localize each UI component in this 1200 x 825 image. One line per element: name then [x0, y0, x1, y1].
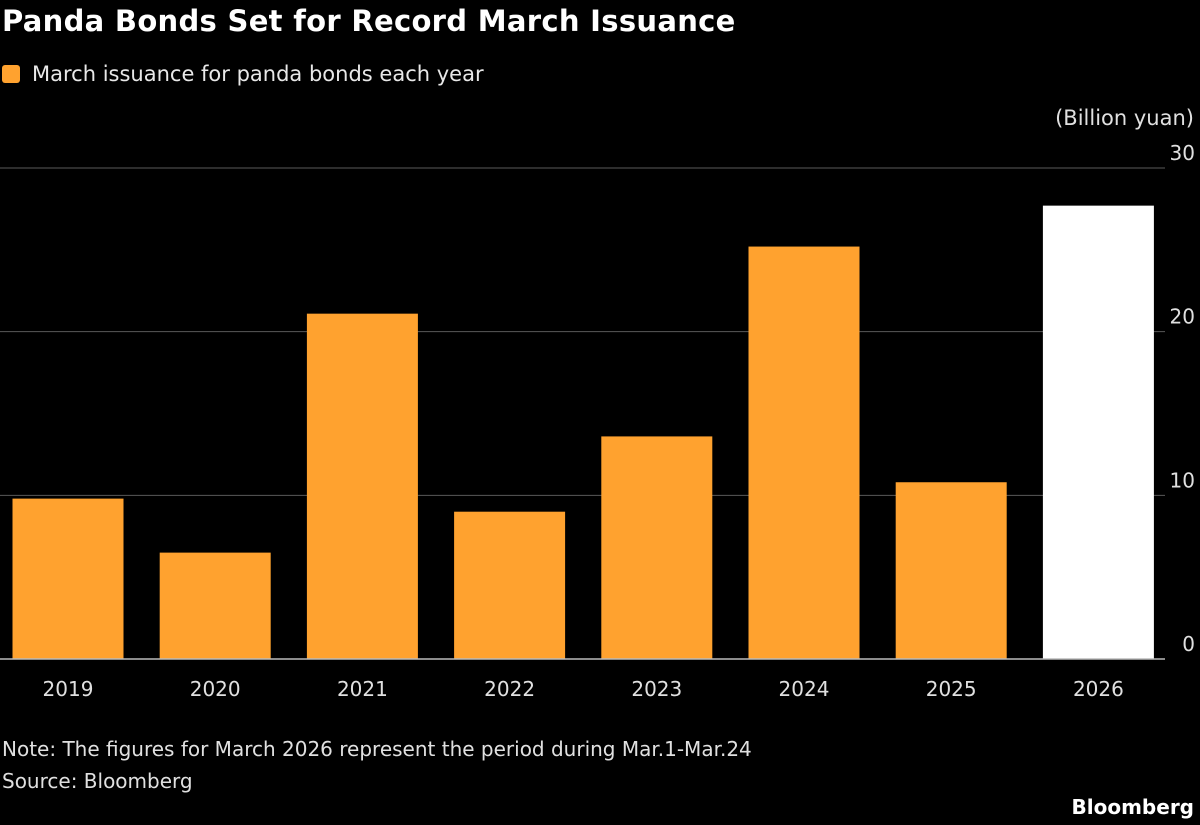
bar-2020 — [159, 552, 271, 659]
x-tick-label: 2021 — [337, 677, 388, 701]
x-tick-label: 2025 — [926, 677, 977, 701]
y-tick-label: 10 — [1170, 468, 1195, 492]
bar-2024 — [748, 246, 860, 659]
x-tick-label: 2026 — [1073, 677, 1124, 701]
bar-2019 — [12, 498, 124, 659]
note-text: Note: The figures for March 2026 represe… — [2, 737, 752, 761]
x-tick-label: 2022 — [484, 677, 535, 701]
y-tick-label: 0 — [1182, 632, 1195, 656]
x-tick-label: 2020 — [190, 677, 241, 701]
bar-2022 — [454, 511, 566, 659]
x-tick-label: 2019 — [43, 677, 94, 701]
y-tick-label: 30 — [1170, 141, 1195, 165]
bar-2023 — [601, 436, 713, 659]
y-tick-label: 20 — [1170, 305, 1195, 329]
legend: March issuance for panda bonds each year — [2, 62, 484, 86]
bar-2026 — [1042, 205, 1154, 660]
legend-swatch — [2, 65, 20, 83]
bar-2025 — [895, 482, 1007, 659]
y-axis-unit: (Billion yuan) — [1055, 106, 1194, 130]
bloomberg-logo: Bloomberg — [1071, 795, 1194, 819]
chart-title: Panda Bonds Set for Record March Issuanc… — [2, 4, 736, 38]
source-text: Source: Bloomberg — [2, 769, 193, 793]
x-tick-label: 2024 — [779, 677, 830, 701]
footnote: Note: The figures for March 2026 represe… — [2, 733, 752, 797]
x-tick-label: 2023 — [631, 677, 682, 701]
bar-2021 — [306, 313, 418, 659]
legend-label: March issuance for panda bonds each year — [32, 62, 484, 86]
